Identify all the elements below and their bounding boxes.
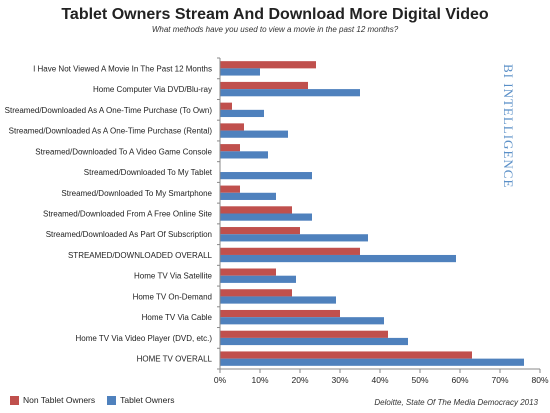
bar-non-tablet-4 — [220, 144, 240, 152]
legend-swatch-tablet — [107, 395, 117, 405]
category-label: Streamed/Downloaded To A Video Game Cons… — [35, 147, 212, 156]
bar-tablet-5 — [220, 172, 312, 180]
chart-subtitle: What methods have you used to view a mov… — [151, 25, 399, 34]
bar-tablet-3 — [220, 130, 288, 138]
category-label: Streamed/Downloaded From A Free Online S… — [43, 210, 213, 219]
legend-item-tablet: Tablet Owners — [107, 395, 174, 405]
x-tick-label: 40% — [371, 375, 388, 385]
bar-non-tablet-14 — [220, 351, 472, 359]
bar-tablet-1 — [220, 89, 360, 97]
category-label: STREAMED/DOWNLOADED OVERALL — [68, 251, 213, 260]
category-label: Home TV On-Demand — [133, 292, 212, 301]
category-label: Streamed/Downloaded As A One-Time Purcha… — [5, 106, 213, 115]
bar-non-tablet-1 — [220, 81, 308, 90]
bar-tablet-0 — [220, 68, 260, 76]
bar-non-tablet-7 — [220, 206, 292, 214]
x-tick-label: 20% — [291, 375, 308, 385]
chart-legend: Non Tablet Owners Tablet Owners — [10, 395, 186, 405]
x-tick-label: 10% — [251, 375, 268, 385]
bar-tablet-12 — [220, 317, 384, 325]
chart-source: Deloitte, State Of The Media Democracy 2… — [374, 398, 538, 407]
bar-tablet-11 — [220, 296, 336, 304]
bar-tablet-10 — [220, 275, 296, 283]
legend-item-non-tablet: Non Tablet Owners — [10, 395, 95, 405]
bar-tablet-8 — [220, 234, 368, 242]
bar-tablet-6 — [220, 192, 276, 200]
bar-non-tablet-12 — [220, 309, 340, 318]
bar-non-tablet-11 — [220, 289, 292, 297]
x-tick-label: 30% — [331, 375, 348, 385]
bar-non-tablet-8 — [220, 227, 300, 235]
category-label: Streamed/Downloaded To My Smartphone — [61, 189, 212, 198]
category-label: Home TV Via Video Player (DVD, etc.) — [76, 334, 213, 343]
legend-label-tablet: Tablet Owners — [120, 395, 175, 405]
legend-swatch-non-tablet — [10, 395, 19, 405]
bar-tablet-13 — [220, 337, 408, 346]
x-tick-label: 80% — [531, 375, 548, 385]
category-label: HOME TV OVERALL — [137, 355, 213, 364]
category-label: I Have Not Viewed A Movie In The Past 12… — [33, 64, 212, 73]
category-label: Home TV Via Satellite — [134, 272, 213, 281]
bar-non-tablet-6 — [220, 185, 240, 193]
chart-title: Tablet Owners Stream And Download More D… — [61, 6, 489, 23]
bar-tablet-4 — [220, 151, 268, 159]
x-tick-label: 70% — [491, 375, 508, 385]
bar-non-tablet-9 — [220, 247, 360, 255]
bar-tablet-14 — [220, 358, 524, 366]
bar-non-tablet-2 — [220, 102, 232, 110]
bar-non-tablet-13 — [220, 330, 388, 338]
bar-tablet-9 — [220, 254, 456, 263]
bar-tablet-7 — [220, 213, 312, 221]
category-label: Home TV Via Cable — [142, 313, 213, 322]
category-label: Home Computer Via DVD/Blu-ray — [93, 85, 212, 94]
x-tick-label: 0% — [214, 375, 227, 385]
category-label: Streamed/Downloaded As A One-Time Purcha… — [9, 127, 213, 136]
bi-intelligence-watermark: BI INTELLIGENCE — [501, 64, 516, 189]
category-label: Streamed/Downloaded To My Tablet — [84, 168, 213, 177]
bar-non-tablet-0 — [220, 61, 316, 69]
x-tick-label: 60% — [451, 375, 468, 385]
category-label: Streamed/Downloaded As Part Of Subscript… — [46, 230, 212, 239]
bar-tablet-2 — [220, 109, 264, 118]
bar-non-tablet-10 — [220, 268, 276, 276]
bar-non-tablet-3 — [220, 123, 244, 131]
x-tick-label: 50% — [411, 375, 428, 385]
legend-label-non-tablet: Non Tablet Owners — [23, 395, 96, 405]
